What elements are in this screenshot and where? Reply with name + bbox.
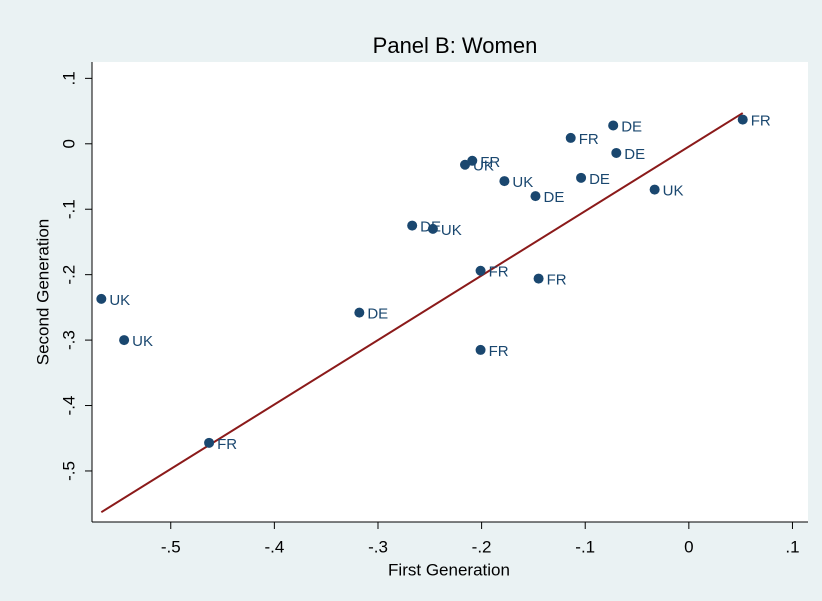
point: [737, 114, 748, 125]
x-axis-title: First Generation: [388, 560, 510, 579]
point-label: FR: [579, 131, 599, 148]
point-label: DE: [543, 189, 564, 206]
y-tick-label: -.3: [59, 330, 78, 350]
x-tick-label: -.1: [575, 537, 595, 556]
point: [119, 335, 130, 346]
x-tick-label: -.3: [368, 537, 388, 556]
point-label: FR: [480, 154, 500, 171]
plot-area: [92, 62, 808, 522]
y-tick-label: 0: [59, 139, 78, 148]
point-label: UK: [441, 222, 462, 239]
y-tick-label: -.1: [59, 199, 78, 219]
point-label: DE: [624, 146, 645, 163]
point: [96, 293, 107, 304]
point: [407, 220, 418, 231]
point: [576, 172, 587, 183]
y-tick-label: .1: [59, 71, 78, 85]
point: [565, 132, 576, 143]
point-label: DE: [621, 118, 642, 135]
point-label: FR: [489, 264, 509, 281]
point: [427, 223, 438, 234]
y-axis-title: Second Generation: [33, 219, 52, 366]
point-label: DE: [589, 171, 610, 188]
point-label: UK: [512, 174, 533, 191]
point-label: UK: [663, 183, 684, 200]
point-label: UK: [109, 292, 130, 309]
point: [354, 307, 365, 318]
point: [533, 273, 544, 284]
y-tick-label: -.4: [59, 396, 78, 416]
x-tick-label: -.2: [472, 537, 492, 556]
point-label: FR: [489, 343, 509, 360]
point-label: UK: [473, 158, 494, 175]
x-tick-label: -.4: [264, 537, 284, 556]
point: [475, 344, 486, 355]
chart-title: Panel B: Women: [373, 33, 538, 58]
point: [475, 265, 486, 276]
point-label: FR: [217, 436, 237, 453]
x-tick-label: .1: [785, 537, 799, 556]
point-label: FR: [751, 113, 771, 130]
point: [467, 155, 478, 166]
y-tick-label: -.5: [59, 461, 78, 481]
point: [611, 147, 622, 158]
point: [204, 437, 215, 448]
point-label: FR: [547, 272, 567, 289]
point-label: UK: [132, 333, 153, 350]
point: [649, 184, 660, 195]
x-tick-label: -.5: [161, 537, 181, 556]
x-tick-label: 0: [684, 537, 693, 556]
y-tick-label: -.2: [59, 265, 78, 285]
point: [530, 191, 541, 202]
point-label: DE: [367, 306, 388, 323]
point: [608, 120, 619, 131]
point: [499, 176, 510, 187]
